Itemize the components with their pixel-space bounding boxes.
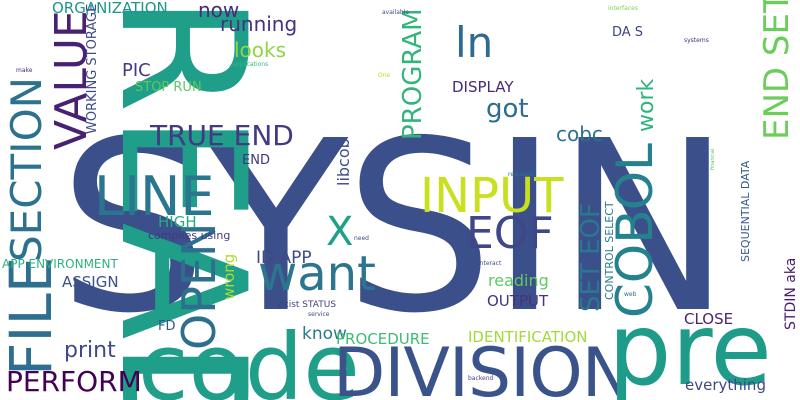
word-end-set: END SET — [757, 0, 797, 140]
word-output: OUTPUT — [487, 292, 549, 310]
word-stop-run: STOP RUN — [135, 80, 202, 95]
word-identification: IDENTIFICATION — [468, 328, 588, 346]
word-das: DA S — [612, 25, 644, 40]
word-interfaces: interfaces — [608, 5, 638, 12]
word-end: END — [242, 153, 270, 168]
word-x: X — [326, 209, 354, 255]
word-sysin: SYSIN — [58, 90, 732, 365]
word-line: LINE — [94, 165, 215, 228]
word-backend: backend — [468, 375, 494, 382]
word-libcob: libcob — [334, 138, 353, 186]
word-input: INPUT — [420, 168, 564, 224]
word-display: DISPLAY — [452, 78, 514, 96]
word-ln: ln — [455, 18, 494, 67]
word-file: FILE — [0, 256, 65, 376]
word-applications: applications — [232, 61, 269, 68]
word-one: One — [378, 72, 391, 79]
word-high: HIGH — [158, 213, 197, 231]
word-pic: PIC — [122, 60, 151, 81]
word-set-eof: SET EOF — [576, 203, 606, 312]
word-make: make — [16, 67, 33, 74]
word-cobc: cobc — [556, 122, 603, 146]
word-control-select: CONTROL SELECT — [603, 201, 616, 300]
word-need: need — [354, 235, 369, 242]
word-wrong: wrong — [220, 253, 238, 300]
word-close: CLOSE — [684, 310, 734, 328]
word-got: got — [486, 94, 529, 124]
word-division: DIVISION — [333, 334, 633, 400]
word-program: PROGRAM — [398, 8, 428, 140]
word-section: SECTION — [2, 76, 51, 262]
word-systems: systems — [684, 37, 709, 44]
word-assign: ASSIGN — [62, 273, 119, 291]
word-looks: looks — [234, 38, 287, 62]
word-fd: FD — [158, 319, 176, 334]
word-exist-status: exist STATUS — [278, 300, 337, 310]
word-interact: interact — [478, 260, 502, 267]
word-working-storage: WORKING STORAGE — [85, 3, 100, 134]
word-stdin-aka: STDIN aka — [783, 257, 799, 330]
word-sequential-data: SEQUENTIAL DATA — [739, 160, 752, 262]
word-service: service — [308, 311, 330, 318]
word-want: want — [258, 246, 376, 302]
word-app-environment: APP ENVIRONMENT — [2, 257, 118, 271]
word-print: print — [64, 338, 116, 363]
word-web: web — [624, 291, 637, 298]
word-now: now — [198, 0, 240, 22]
word-code: code — [138, 314, 360, 400]
word-procedure: PROCEDURE — [336, 330, 430, 348]
word-work: work — [634, 78, 659, 132]
word-know: know — [302, 324, 347, 344]
word-true-end: TRUE END — [150, 119, 294, 152]
word-available: available — [382, 9, 410, 16]
word-requests: requests — [508, 171, 534, 178]
word-compiles-using: compiles using — [148, 229, 231, 242]
word-pre: pre — [608, 291, 772, 400]
word-reading: reading — [488, 271, 549, 290]
word-organization: ORGANIZATION — [52, 0, 168, 17]
word-id-app: ID APP — [256, 248, 312, 268]
word-financial: financial — [710, 148, 716, 170]
word-perform: PERFORM — [6, 365, 142, 398]
word-everything: everything — [685, 376, 766, 394]
word-written: written — [378, 297, 400, 304]
word-running: running — [220, 12, 298, 36]
word-eof: EOF — [466, 208, 554, 259]
